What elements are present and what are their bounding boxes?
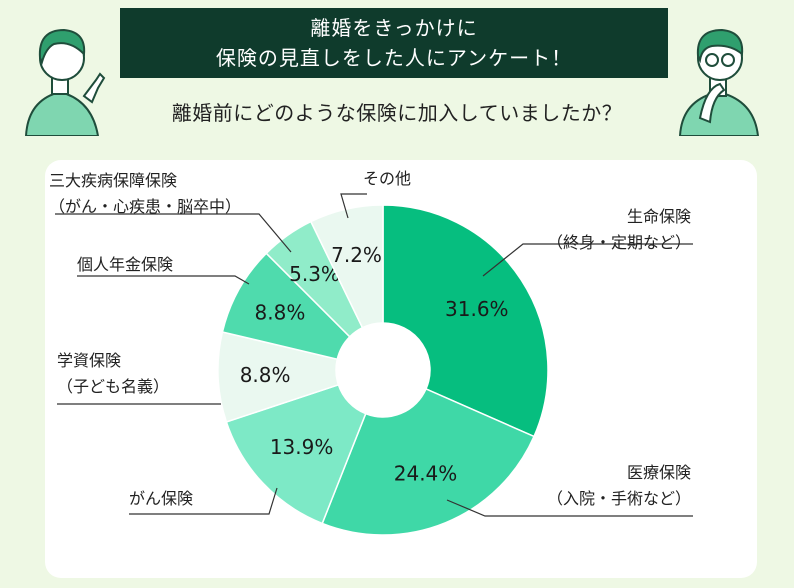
value-label-annuity: 8.8% [255,301,306,325]
left-person-illustration [20,18,110,140]
leader-line-annuity [77,275,250,285]
label-three-major-insurance-name: 三大疾病保障保険 [49,171,178,190]
label-medical-insurance-sub: （入院・手術など） [546,489,691,508]
slice-life [382,204,549,438]
leader-line-medical [446,499,693,517]
title-line-2: 保険の見直しをした人にアンケート！ [215,46,573,70]
label-annuity-insurance: 個人年金保険 [77,252,173,278]
label-life-insurance-sub: （終身・定期など） [546,233,691,252]
value-label-other: 7.2% [331,243,382,267]
label-three-major-insurance-sub: （がん・心疾患・脳卒中） [49,197,242,216]
slice-other [309,204,384,329]
label-medical-insurance: 医療保険 （入院・手術など） [547,460,691,512]
survey-question: 離婚前にどのような保険に加入していましたか？ [171,101,623,125]
value-label-medical: 24.4% [394,462,458,486]
slice-cancer [225,383,367,525]
label-education-insurance: 学資保険 （子ども名義） [57,348,169,400]
value-label-three-major: 5.3% [289,262,340,286]
label-life-insurance: 生命保険 （終身・定期など） [547,204,691,256]
label-other-name: その他 [363,169,412,188]
label-medical-insurance-name: 医療保険 [626,463,691,482]
chart-panel: 31.6% 24.4% 13.9% 8.8% 8.8% 5.3% 7.2% 生命保険 （終身… [45,160,757,578]
label-annuity-insurance-name: 個人年金保険 [77,255,174,274]
value-label-life: 31.6% [445,297,509,321]
value-label-cancer: 13.9% [270,435,334,459]
label-life-insurance-name: 生命保険 [626,207,691,226]
label-other: その他 [363,166,411,192]
leader-line-life [482,243,693,277]
leader-line-cancer [129,487,278,515]
label-education-insurance-sub: （子ども名義） [57,377,170,396]
title-line-1: 離婚をきっかけに [310,16,478,40]
leader-line-three-major [55,213,292,253]
value-label-education: 8.8% [240,363,291,387]
right-person-illustration [672,18,768,140]
donut-chart: 31.6% 24.4% 13.9% 8.8% 8.8% 5.3%7.2% [55,193,693,536]
label-three-major-insurance: 三大疾病保障保険 （がん・心疾患・脳卒中） [49,168,241,220]
label-cancer-insurance-name: がん保険 [129,489,194,508]
label-cancer-insurance: がん保険 [129,486,193,512]
title-banner: 離婚をきっかけに 保険の見直しをした人にアンケート！ [120,8,668,78]
slice-medical [321,387,536,536]
label-education-insurance-name: 学資保険 [57,351,122,370]
leader-line-other [340,193,367,219]
